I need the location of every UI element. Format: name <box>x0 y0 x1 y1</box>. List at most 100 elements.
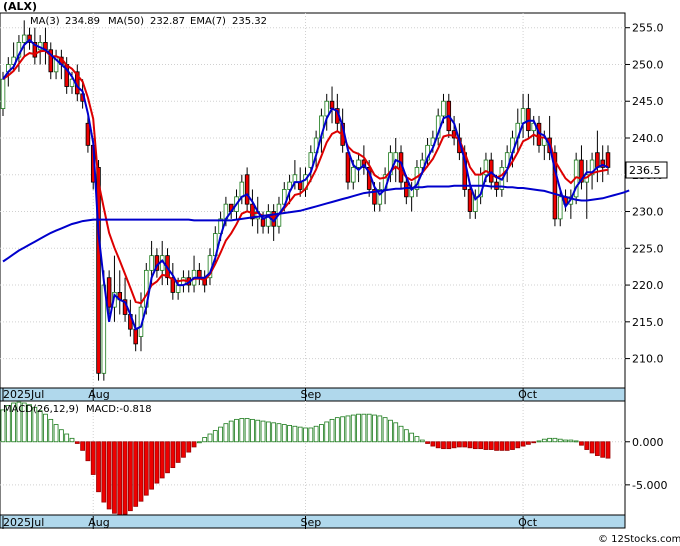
macd-bar <box>483 441 489 450</box>
macd-bar <box>64 433 70 443</box>
macd-bar <box>32 406 38 443</box>
legend-ma50-label: MA(50) <box>108 16 144 27</box>
legend-ma3-label: MA(3) <box>30 16 60 27</box>
macd-bar <box>37 410 43 443</box>
macd-bar <box>419 439 425 443</box>
candle <box>451 115 457 146</box>
macd-bar <box>276 423 282 443</box>
candle <box>96 160 101 381</box>
macd-bar <box>303 427 308 443</box>
macd-bar <box>138 441 144 502</box>
macd-bar <box>90 441 96 475</box>
macd-bar <box>594 441 600 456</box>
macd-bar <box>74 441 80 444</box>
macd-bar <box>334 417 340 443</box>
macd-bar <box>308 427 314 443</box>
date-label: Oct <box>518 388 538 401</box>
macd-bar <box>143 441 149 496</box>
date-label: 2025Jul <box>3 516 44 529</box>
last-price-marker: 236.5 <box>625 161 668 179</box>
macd-bar <box>372 414 377 443</box>
macd-bar <box>472 441 478 450</box>
price-plot-area <box>0 12 626 389</box>
macd-bar <box>228 420 234 443</box>
macd-bar <box>181 441 186 458</box>
macd-bar <box>260 420 266 443</box>
macd-bar <box>265 421 271 443</box>
price-tick-label: 210.0 <box>632 353 664 366</box>
macd-bar <box>324 421 330 443</box>
macd-bar <box>398 425 404 443</box>
macd-bar <box>441 441 446 450</box>
price-legend: (ALX) MA(3) 234.89 MA(50) 232.87 EMA(7) … <box>3 0 267 27</box>
legend-ma50-value: 232.87 <box>150 16 185 27</box>
macd-bar <box>101 441 107 503</box>
candle <box>106 270 112 315</box>
price-tick-label: 245.0 <box>632 95 664 108</box>
macd-bar <box>48 418 54 443</box>
macd-bar <box>165 441 170 474</box>
macd-bar <box>313 425 319 443</box>
macd-bar <box>122 441 128 515</box>
macd-bar <box>218 426 223 443</box>
macd-tick-label: 0.000 <box>632 436 664 449</box>
macd-bar <box>526 441 531 445</box>
macd-bar <box>393 422 399 443</box>
macd-bar <box>520 441 526 447</box>
macd-bar <box>96 441 101 493</box>
ma3-line <box>2 38 609 331</box>
price-tick-label: 240.0 <box>632 132 664 145</box>
macd-bar <box>552 437 558 443</box>
macd-bar <box>478 441 484 450</box>
price-axis: 255.0250.0245.0240.0235.0230.0225.0220.0… <box>625 22 664 366</box>
macd-bar <box>154 441 160 484</box>
price-tick-label: 225.0 <box>632 242 664 255</box>
macd-bar <box>212 430 218 443</box>
macd-bar <box>234 418 239 443</box>
macd-bar <box>69 437 75 443</box>
macd-bar <box>515 441 521 449</box>
macd-bar <box>58 429 64 443</box>
macd-bar <box>106 441 112 510</box>
legend-ema7-label: EMA(7) <box>190 16 226 27</box>
macd-axis: 0.000 -5.000 <box>625 436 667 492</box>
macd-bar <box>223 423 229 443</box>
macd-bar <box>361 413 367 443</box>
macd-bar <box>541 438 547 443</box>
macd-bar <box>504 441 510 451</box>
macd-bar <box>250 418 255 443</box>
price-tick-label: 250.0 <box>632 58 664 71</box>
macd-bar <box>127 441 133 512</box>
macd-bar <box>21 402 27 443</box>
macd-bar <box>43 413 48 443</box>
macd-bar <box>196 441 202 444</box>
macd-bar <box>159 441 165 479</box>
date-axis-bottom: 2025Jul Aug Sep Oct <box>2 516 538 529</box>
macd-bar <box>414 436 420 443</box>
date-label: Oct <box>518 516 538 529</box>
candle <box>579 145 584 190</box>
macd-bar <box>16 401 22 443</box>
date-label: 2025Jul <box>3 388 44 401</box>
macd-bar <box>319 424 324 443</box>
macd-bar <box>494 441 499 451</box>
macd-bar <box>170 441 176 469</box>
macd-bar <box>600 441 606 458</box>
candle <box>467 182 473 219</box>
macd-bar <box>568 439 574 443</box>
candle <box>21 20 27 58</box>
macd-bar <box>202 437 208 443</box>
candle <box>600 145 605 183</box>
macd-bar <box>589 441 595 454</box>
macd-bar <box>0 409 6 443</box>
price-date-strip: 2025Jul Aug Sep Oct <box>0 387 626 402</box>
candle <box>526 93 531 138</box>
date-axis-top: 2025Jul Aug Sep Oct <box>2 388 538 401</box>
legend-ma3-value: 234.89 <box>65 16 100 27</box>
macd-histogram <box>0 401 611 516</box>
price-tick-label: 215.0 <box>632 316 664 329</box>
candle <box>85 115 91 153</box>
macd-bar <box>149 441 154 490</box>
macd-bar <box>133 441 139 507</box>
last-price-label: 236.5 <box>629 164 661 177</box>
